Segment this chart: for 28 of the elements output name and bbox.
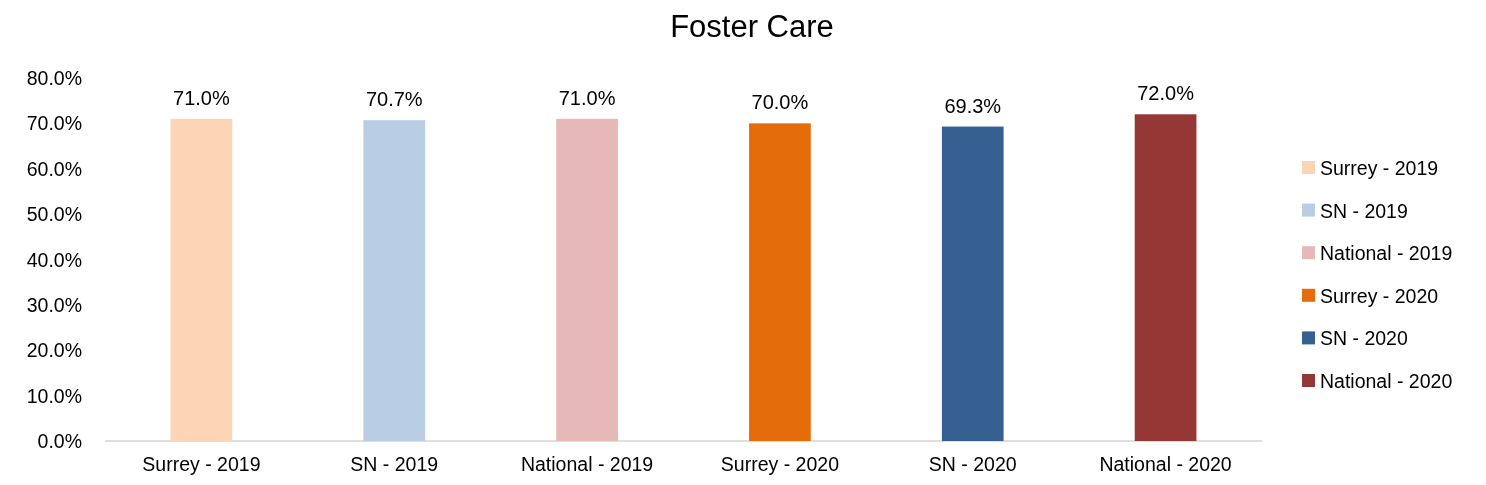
x-tick-label: National - 2020: [1099, 453, 1232, 475]
legend-label: SN - 2019: [1320, 199, 1408, 222]
chart-title: Foster Care: [670, 9, 834, 44]
y-tick-label: 20.0%: [26, 339, 82, 362]
data-label: 69.3%: [944, 94, 1002, 117]
y-tick-label: 60.0%: [26, 157, 82, 180]
y-tick-label: 10.0%: [26, 384, 82, 407]
y-tick-label: 40.0%: [26, 248, 82, 271]
data-label: 70.0%: [751, 91, 809, 114]
y-tick-label: 80.0%: [26, 67, 82, 89]
x-tick-label: SN - 2019: [350, 453, 439, 475]
legend-label: Surrey - 2019: [1320, 157, 1439, 179]
x-tick-label: Surrey - 2019: [142, 453, 261, 475]
data-label: 71.0%: [173, 86, 230, 109]
x-tick-label: Surrey - 2020: [720, 453, 840, 475]
legend-label: Surrey - 2020: [1320, 284, 1439, 307]
data-label: 72.0%: [1137, 82, 1195, 105]
x-tick-label: SN - 2020: [928, 453, 1017, 475]
data-label: 71.0%: [558, 86, 616, 109]
data-label: 70.7%: [365, 88, 423, 111]
x-tick-label: National - 2019: [520, 453, 654, 475]
y-tick-label: 30.0%: [26, 293, 82, 316]
y-tick-label: 0.0%: [37, 430, 82, 452]
y-tick-label: 70.0%: [26, 112, 82, 135]
legend-label: National - 2020: [1320, 370, 1453, 392]
legend-label: SN - 2020: [1320, 327, 1408, 350]
y-tick-label: 50.0%: [26, 203, 82, 226]
legend-label: National - 2019: [1320, 242, 1453, 265]
